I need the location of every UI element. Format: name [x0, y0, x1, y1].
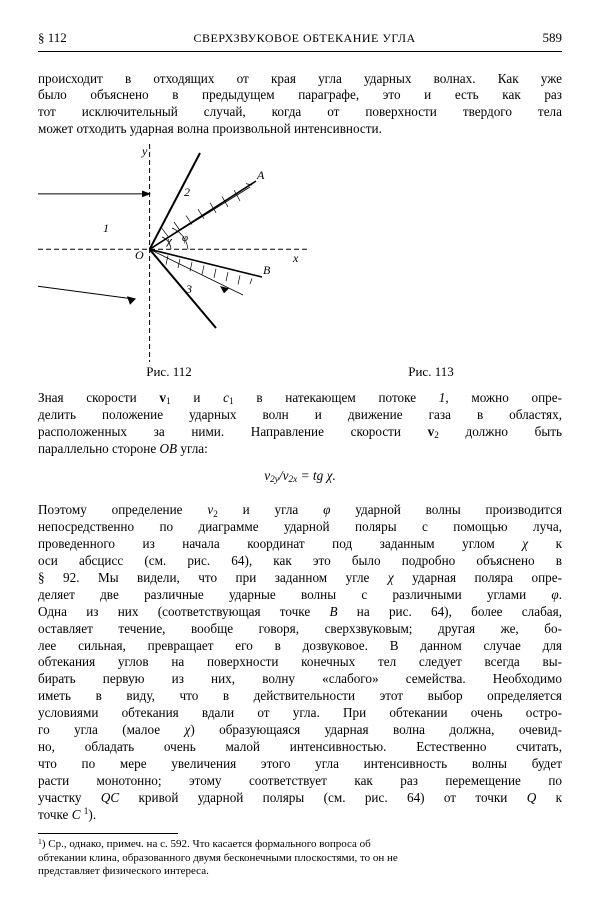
- svg-text:1: 1: [103, 221, 109, 235]
- svg-text:O: O: [135, 248, 144, 262]
- svg-text:2: 2: [184, 185, 190, 199]
- svg-text:A: A: [256, 168, 265, 182]
- svg-text:φ: φ: [182, 232, 188, 244]
- svg-text:x: x: [292, 251, 299, 265]
- svg-text:3: 3: [185, 282, 192, 296]
- svg-text:y: y: [141, 144, 148, 158]
- svg-text:B: B: [263, 263, 271, 277]
- svg-text:χ: χ: [166, 235, 173, 247]
